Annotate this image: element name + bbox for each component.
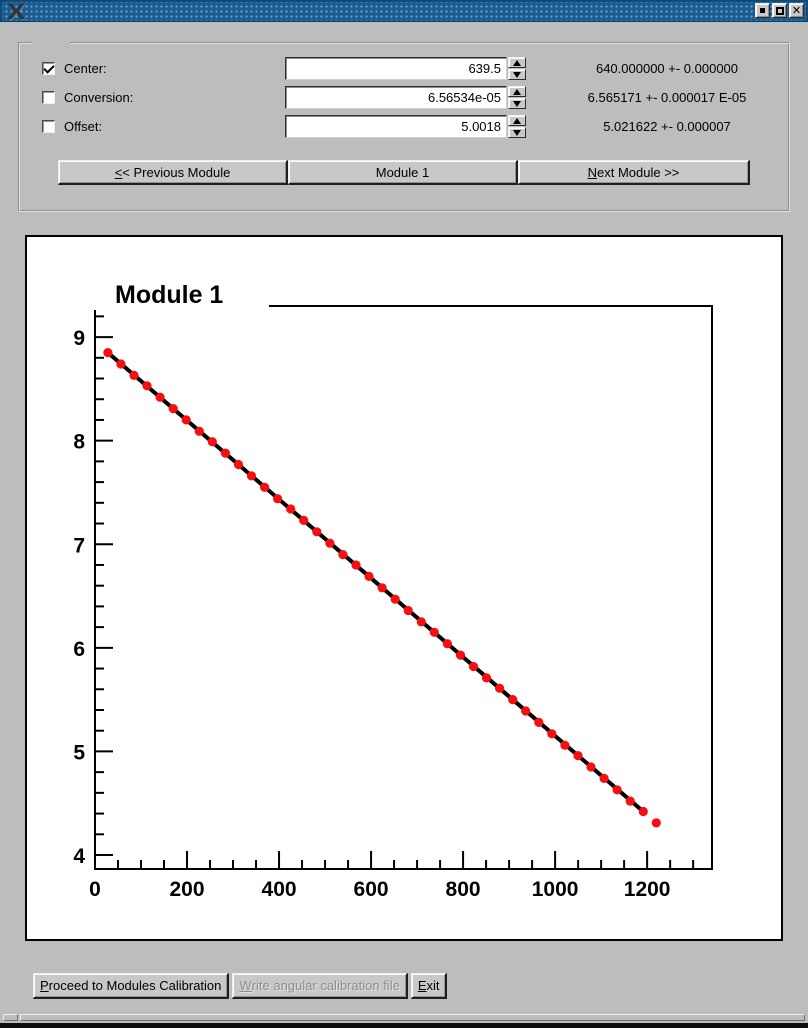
arrow-up-icon <box>513 59 521 66</box>
svg-text:8: 8 <box>73 431 85 454</box>
window-bottom-border <box>0 1023 808 1028</box>
center-spinner <box>508 57 526 80</box>
close-icon: ✕ <box>791 4 802 17</box>
resize-grip[interactable] <box>3 1014 18 1021</box>
svg-text:9: 9 <box>73 327 85 350</box>
svg-text:600: 600 <box>354 878 389 901</box>
offset-spin-down-button[interactable] <box>508 127 526 138</box>
svg-text:5: 5 <box>73 741 85 764</box>
offset-spinner <box>508 115 526 138</box>
svg-text:1200: 1200 <box>624 878 671 901</box>
offset-checkbox[interactable] <box>42 120 55 133</box>
calibration-row-offset: Offset: 5.021622 +- 0.000007 <box>20 115 788 138</box>
center-fit-result: 640.000000 +- 0.000000 <box>595 61 739 76</box>
svg-text:6: 6 <box>73 638 85 661</box>
svg-text:1000: 1000 <box>532 878 579 901</box>
center-checkbox[interactable] <box>42 62 55 75</box>
conversion-spin-up-button[interactable] <box>508 86 526 97</box>
conversion-label: Conversion: <box>64 90 134 105</box>
arrow-down-icon <box>513 100 521 107</box>
status-bar-track <box>20 1014 805 1021</box>
conversion-checkbox[interactable] <box>42 91 55 104</box>
x11-logo-icon: X <box>7 0 26 24</box>
arrow-up-icon <box>513 117 521 124</box>
center-spin-up-button[interactable] <box>508 57 526 68</box>
arrow-down-icon <box>513 129 521 136</box>
svg-text:800: 800 <box>446 878 481 901</box>
plot-canvas: 0 200 400 600 800 1000 1200 4 5 6 7 8 9 Module 1 <box>25 235 783 941</box>
center-spin-down-button[interactable] <box>508 69 526 80</box>
svg-text:200: 200 <box>169 878 204 901</box>
conversion-fit-result: 6.565171 +- 0.000017 E-05 <box>587 90 747 105</box>
calibration-row-center: Center: 640.000000 +- 0.000000 <box>20 57 788 80</box>
offset-fit-result: 5.021622 +- 0.000007 <box>603 119 731 134</box>
center-input[interactable] <box>285 57 507 80</box>
conversion-input[interactable] <box>285 86 507 109</box>
offset-spin-up-button[interactable] <box>508 115 526 126</box>
conversion-spin-down-button[interactable] <box>508 98 526 109</box>
offset-label: Offset: <box>64 119 103 134</box>
calibration-row-conversion: Conversion: 6.565171 +- 0.000017 E-05 <box>20 86 788 109</box>
minimize-button[interactable] <box>755 3 770 18</box>
offset-input[interactable] <box>285 115 507 138</box>
conversion-spinner <box>508 86 526 109</box>
close-button[interactable]: ✕ <box>789 3 804 18</box>
center-label: Center: <box>64 61 107 76</box>
arrow-up-icon <box>513 88 521 95</box>
maximize-button[interactable] <box>772 3 787 18</box>
minimize-icon <box>760 8 765 13</box>
maximize-icon <box>775 6 784 15</box>
current-module-button[interactable]: Module 1 <box>288 160 518 185</box>
svg-text:4: 4 <box>73 845 85 868</box>
svg-text:7: 7 <box>73 534 85 557</box>
arrow-down-icon <box>513 71 521 78</box>
svg-text:Module 1: Module 1 <box>115 281 223 309</box>
titlebar[interactable]: X ✕ <box>0 0 808 24</box>
status-bar <box>3 1014 805 1021</box>
previous-module-button[interactable]: < < Previous Module <box>58 160 288 185</box>
svg-text:0: 0 <box>89 878 101 901</box>
svg-text:400: 400 <box>262 878 297 901</box>
calibration-panel: Center: 640.000000 +- 0.000000 Conversio… <box>18 42 790 212</box>
window-controls: ✕ <box>755 3 804 18</box>
module-calibration-chart: 0 200 400 600 800 1000 1200 4 5 6 7 8 9 Module 1 <box>73 277 713 901</box>
